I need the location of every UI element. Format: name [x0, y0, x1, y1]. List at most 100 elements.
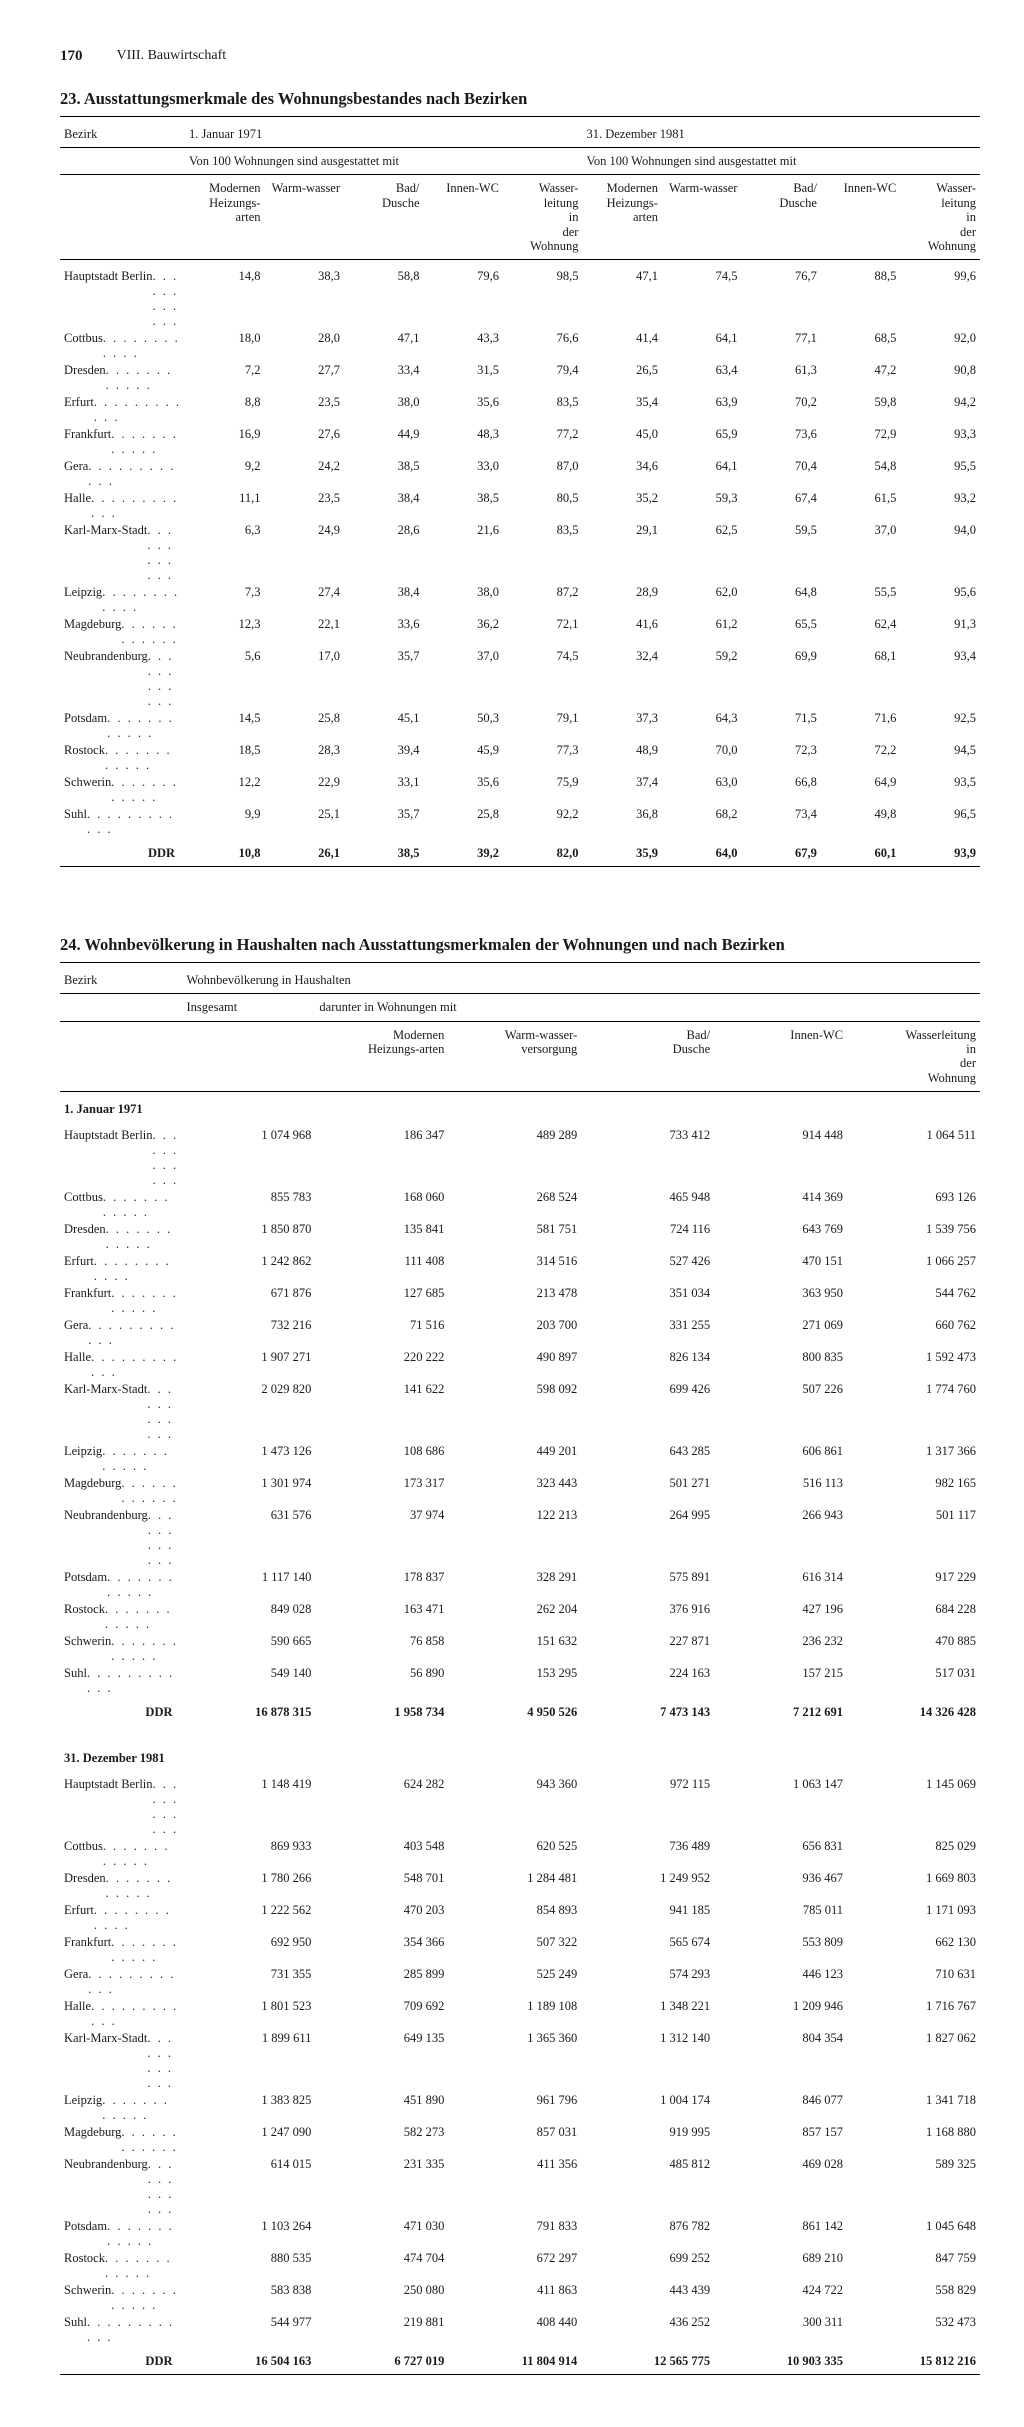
cell: 857 031	[448, 2124, 581, 2156]
cell: 39,4	[344, 742, 423, 774]
cell: 61,3	[741, 362, 820, 394]
cell: 28,9	[582, 584, 661, 616]
cell: 68,1	[821, 648, 900, 710]
cell: 63,4	[662, 362, 741, 394]
cell: 6,3	[185, 522, 264, 584]
cell: 96,5	[900, 806, 980, 838]
cell: 72,9	[821, 426, 900, 458]
bezirk-cell: Rostock . . . . . . . . . . . .	[60, 2250, 183, 2282]
cell: 79,1	[503, 710, 582, 742]
cell: 38,4	[344, 490, 423, 522]
bezirk-cell: Rostock . . . . . . . . . . . .	[60, 1601, 183, 1633]
cell: 527 426	[581, 1253, 714, 1285]
cell: 331 255	[581, 1317, 714, 1349]
cell: 79,4	[503, 362, 582, 394]
cell: 489 289	[448, 1127, 581, 1189]
bezirk-cell: Dresden . . . . . . . . . . . .	[60, 1870, 183, 1902]
cell: 300 311	[714, 2314, 847, 2346]
cell: 709 692	[315, 1998, 448, 2030]
cell: 90,8	[900, 362, 980, 394]
cell: 70,2	[741, 394, 820, 426]
cell: 83,5	[503, 522, 582, 584]
cell: 1 045 648	[847, 2218, 980, 2250]
cell: 37,0	[424, 648, 503, 710]
table-row: Karl-Marx-Stadt . . . . . . . . . . . .2…	[60, 1381, 980, 1443]
cell: 660 762	[847, 1317, 980, 1349]
cell: 93,5	[900, 774, 980, 806]
table-row: Erfurt . . . . . . . . . . . .1 242 8621…	[60, 1253, 980, 1285]
cell: 1 899 611	[183, 2030, 316, 2092]
cell: 699 252	[581, 2250, 714, 2282]
bezirk-cell: Karl-Marx-Stadt . . . . . . . . . . . .	[60, 2030, 183, 2092]
cell: 855 783	[183, 1189, 316, 1221]
cell: 27,4	[265, 584, 344, 616]
cell: 33,4	[344, 362, 423, 394]
table-row: Cottbus . . . . . . . . . . . .18,028,04…	[60, 330, 980, 362]
bezirk-cell: Hauptstadt Berlin . . . . . . . . . . . …	[60, 268, 185, 330]
col-bezirk: Bezirk	[60, 967, 183, 994]
cell: 48,3	[424, 426, 503, 458]
table-row: Karl-Marx-Stadt . . . . . . . . . . . .6…	[60, 522, 980, 584]
cell: 64,3	[662, 710, 741, 742]
cell: 11,1	[185, 490, 264, 522]
t24-col-0: ModernenHeizungs-arten	[315, 1022, 448, 1092]
cell: 77,3	[503, 742, 582, 774]
cell: 672 297	[448, 2250, 581, 2282]
cell: 553 809	[714, 1934, 847, 1966]
col-bezirk: Bezirk	[60, 121, 185, 148]
cell: 880 535	[183, 2250, 316, 2282]
rule	[60, 116, 980, 117]
cell: 87,2	[503, 584, 582, 616]
cell: 25,8	[265, 710, 344, 742]
table-row: Gera . . . . . . . . . . . .9,224,238,53…	[60, 458, 980, 490]
cell: 186 347	[315, 1127, 448, 1189]
cell: 79,6	[424, 268, 503, 330]
cell: 127 685	[315, 1285, 448, 1317]
cell: 91,3	[900, 616, 980, 648]
cell: 18,0	[185, 330, 264, 362]
cell: 69,9	[741, 648, 820, 710]
cell: 470 203	[315, 1902, 448, 1934]
total-row: DDR16 878 3151 958 7344 950 5267 473 143…	[60, 1697, 980, 1721]
cell: 93,2	[900, 490, 980, 522]
t24-col-3: Innen-WC	[714, 1022, 847, 1092]
cell: 93,3	[900, 426, 980, 458]
table-row: Leipzig . . . . . . . . . . . .7,327,438…	[60, 584, 980, 616]
cell: 643 769	[714, 1221, 847, 1253]
cell: 581 751	[448, 1221, 581, 1253]
cell: 73,6	[741, 426, 820, 458]
page-header: 170 VIII. Bauwirtschaft	[60, 48, 980, 65]
cell: 9,2	[185, 458, 264, 490]
bezirk-cell: Karl-Marx-Stadt . . . . . . . . . . . .	[60, 1381, 183, 1443]
cell: 854 893	[448, 1902, 581, 1934]
cell: 1 907 271	[183, 1349, 316, 1381]
cell: 92,5	[900, 710, 980, 742]
cell: 590 665	[183, 1633, 316, 1665]
cell: 29,1	[582, 522, 661, 584]
cell: 37,0	[821, 522, 900, 584]
cell: 583 838	[183, 2282, 316, 2314]
t23-col-0: ModernenHeizungs-arten	[582, 175, 661, 259]
cell: 74,5	[662, 268, 741, 330]
cell: 565 674	[581, 1934, 714, 1966]
cell: 33,6	[344, 616, 423, 648]
cell: 354 366	[315, 1934, 448, 1966]
cell: 108 686	[315, 1443, 448, 1475]
t23-col-3: Innen-WC	[821, 175, 900, 259]
cell: 75,9	[503, 774, 582, 806]
cell: 427 196	[714, 1601, 847, 1633]
table-row: Magdeburg . . . . . . . . . . . .1 301 9…	[60, 1475, 980, 1507]
cell: 1 341 718	[847, 2092, 980, 2124]
bezirk-cell: Dresden . . . . . . . . . . . .	[60, 362, 185, 394]
table-row: Neubrandenburg . . . . . . . . . . . .5,…	[60, 648, 980, 710]
table24-title: 24. Wohnbevölkerung in Haushalten nach A…	[60, 935, 980, 956]
table-row: Cottbus . . . . . . . . . . . .855 78316…	[60, 1189, 980, 1221]
table-row: Gera . . . . . . . . . . . .732 21671 51…	[60, 1317, 980, 1349]
table-row: Leipzig . . . . . . . . . . . .1 383 825…	[60, 2092, 980, 2124]
cell: 35,7	[344, 648, 423, 710]
cell: 94,2	[900, 394, 980, 426]
cell: 59,5	[741, 522, 820, 584]
bezirk-cell: Schwerin . . . . . . . . . . . .	[60, 1633, 183, 1665]
cell: 849 028	[183, 1601, 316, 1633]
cell: 213 478	[448, 1285, 581, 1317]
